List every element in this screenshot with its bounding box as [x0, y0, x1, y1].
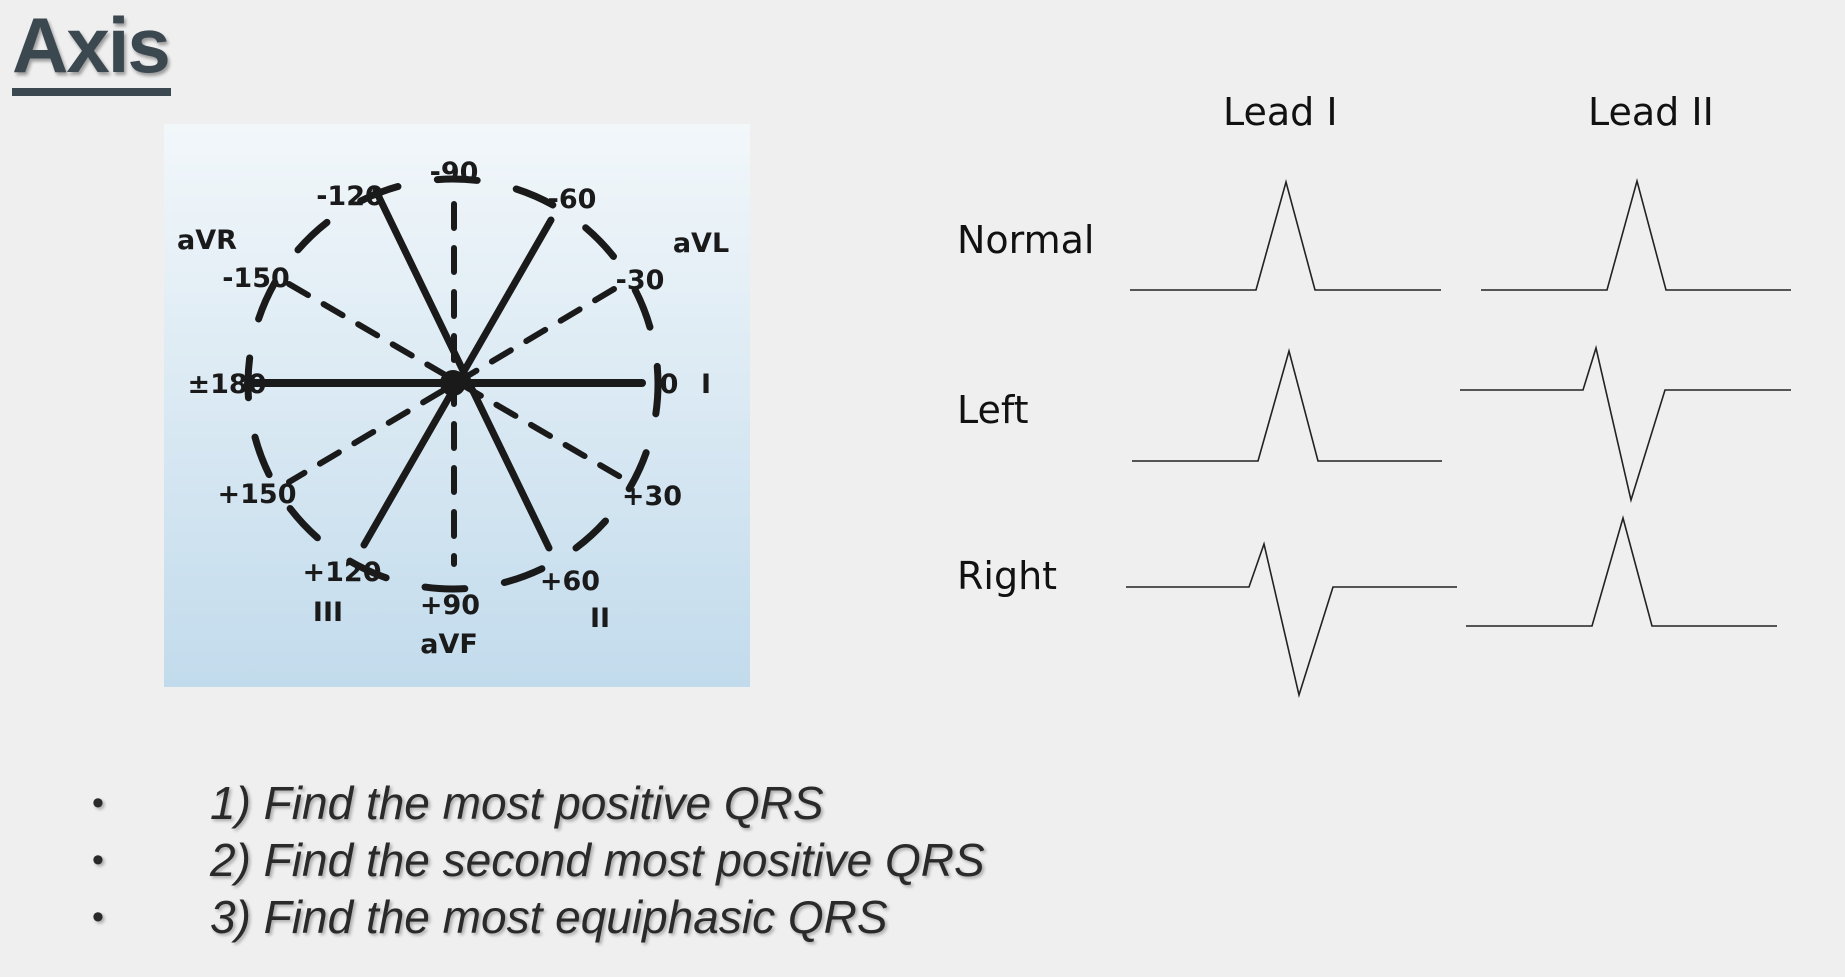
- qrs-left-lead-ii: [1460, 344, 1791, 504]
- angle-label-minus-30: -30: [616, 265, 665, 296]
- qrs-normal-lead-i: [1130, 178, 1441, 291]
- axis-steps-list: • 1) Find the most positive QRS • 2) Fin…: [0, 775, 1845, 946]
- angle-label-plus-90: +90: [420, 590, 480, 621]
- lead-avl-axis: [286, 286, 617, 485]
- bullet-icon: •: [92, 898, 104, 936]
- step-text: 1) Find the most positive QRS: [210, 777, 824, 829]
- lead-label-avf: aVF: [420, 629, 478, 660]
- lead-avr-axis: [286, 281, 627, 482]
- lead-label-avr: aVR: [177, 225, 237, 256]
- row-label-normal: Normal: [957, 218, 1095, 262]
- angle-label-minus-90: -90: [430, 157, 479, 188]
- step-text: 3) Find the most equiphasic QRS: [210, 891, 888, 943]
- lead-label-iii: III: [313, 597, 343, 628]
- qrs-normal-lead-ii: [1481, 177, 1791, 291]
- column-header-lead-i: Lead I: [1223, 90, 1338, 134]
- angle-label-plus-120: +120: [303, 557, 382, 588]
- step-item: • 1) Find the most positive QRS: [0, 775, 1845, 832]
- slide-title: Axis: [12, 2, 171, 96]
- angle-label-minus-150: -150: [222, 263, 290, 294]
- lead-label-avl: aVL: [673, 228, 729, 259]
- row-label-left: Left: [957, 388, 1029, 432]
- bullet-icon: •: [92, 784, 104, 822]
- bullet-icon: •: [92, 841, 104, 879]
- angle-label-plus-30: +30: [622, 481, 682, 512]
- angle-label-zero: 0: [660, 369, 679, 400]
- step-text: 2) Find the second most positive QRS: [210, 834, 985, 886]
- ecg-traces: [1126, 177, 1791, 699]
- angle-label-minus-60: -60: [548, 184, 597, 215]
- qrs-right-lead-i: [1126, 541, 1457, 699]
- step-item: • 2) Find the second most positive QRS: [0, 832, 1845, 889]
- row-label-right: Right: [957, 554, 1058, 598]
- step-item: • 3) Find the most equiphasic QRS: [0, 889, 1845, 946]
- angle-label-plus-60: +60: [540, 566, 600, 597]
- hexaxial-diagram: -90 -120 -60 aVR aVL -150 -30 ±180 0 I +…: [164, 124, 750, 687]
- angle-label-minus-120: -120: [316, 181, 384, 212]
- qrs-right-lead-ii: [1466, 515, 1777, 627]
- lead-label-i: I: [701, 369, 711, 400]
- lead-label-ii: II: [590, 603, 610, 634]
- angle-label-plus-minus-180: ±180: [188, 369, 267, 400]
- angle-label-plus-150: +150: [218, 479, 297, 510]
- axis-center: [440, 370, 466, 396]
- column-header-lead-ii: Lead II: [1588, 90, 1714, 134]
- qrs-left-lead-i: [1132, 347, 1442, 462]
- ecg-qrs-grid: Lead I Lead II Normal Left Right: [930, 80, 1810, 710]
